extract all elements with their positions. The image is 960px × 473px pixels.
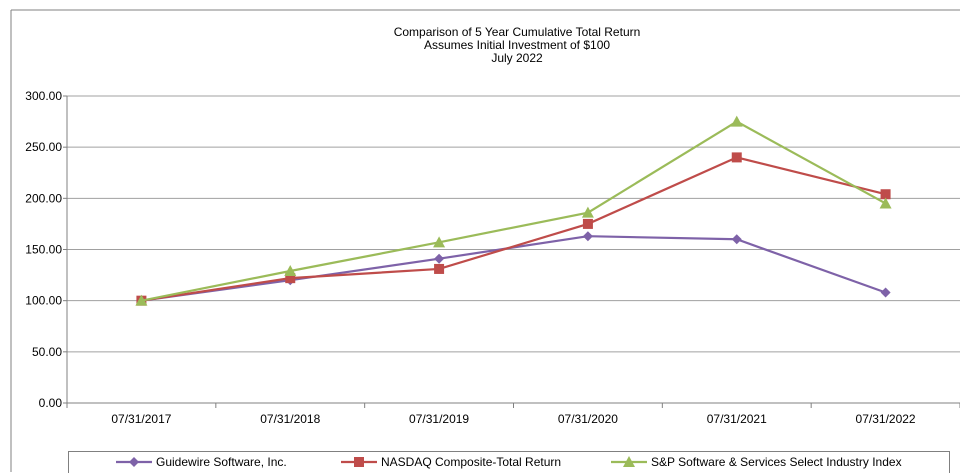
legend-swatch [341,457,377,467]
series-line-2 [141,120,887,302]
y-tick-label: 150.00 [25,243,62,257]
x-tick-label: 07/31/2018 [260,412,320,426]
data-point [285,273,296,284]
legend-marker [623,456,635,467]
data-point [582,218,593,229]
series-line-1 [141,156,886,302]
data-point [880,287,891,298]
data-point [730,115,743,127]
data-point [880,189,891,200]
chart-title: Comparison of 5 Year Cumulative Total Re… [393,25,641,39]
legend-label: NASDAQ Composite-Total Return [381,455,562,469]
data-point [581,206,594,218]
x-tick-label: 07/31/2019 [409,412,469,426]
legend-swatch [611,456,647,467]
legend-swatch [116,457,152,467]
data-point [284,264,297,276]
y-tick-label: 100.00 [25,294,62,308]
y-tick-label: 300.00 [25,89,62,103]
data-point [731,152,742,163]
legend-marker [354,457,364,467]
y-tick-label: 200.00 [25,191,62,205]
x-tick-label: 07/31/2021 [707,412,767,426]
y-tick-label: 250.00 [25,140,62,154]
legend-item: NASDAQ Composite-Total Return [339,455,561,469]
data-point [433,236,446,248]
data-point [434,263,445,274]
legend-item: Guidewire Software, Inc. [114,455,287,469]
x-tick-label: 07/31/2020 [558,412,618,426]
chart-date: July 2022 [491,51,543,65]
data-point [582,231,593,242]
data-point [434,253,445,264]
data-point [135,294,148,306]
x-tick-label: 07/31/2022 [856,412,916,426]
legend: Guidewire Software, Inc. NASDAQ Composite… [68,451,950,473]
legend-item: S&P Software & Services Select Industry … [609,455,902,469]
y-tick-label: 50.00 [32,345,62,359]
x-tick-label: 07/31/2017 [111,412,171,426]
y-tick-label: 0.00 [39,396,63,410]
legend-label: Guidewire Software, Inc. [156,455,287,469]
data-point [731,234,742,245]
data-point [879,197,892,209]
legend-marker [129,457,139,467]
chart-subtitle: Assumes Initial Investment of $100 [423,38,611,52]
legend-label: S&P Software & Services Select Industry … [651,455,902,469]
